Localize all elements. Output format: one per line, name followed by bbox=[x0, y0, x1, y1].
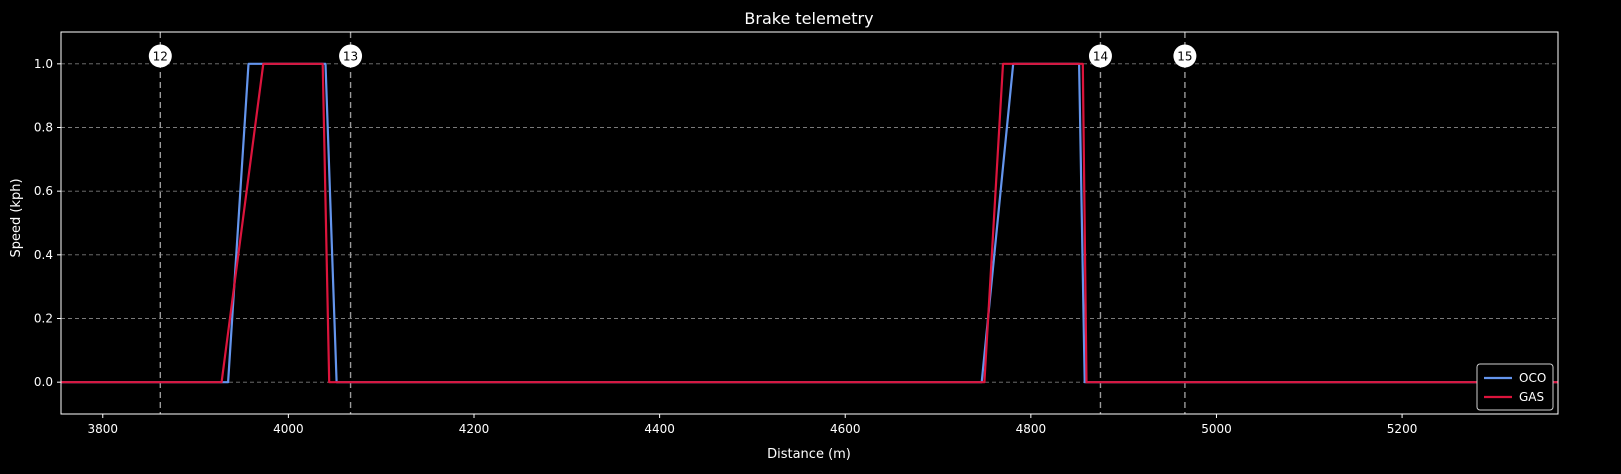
marker-labels-layer: 12 13 14 15 bbox=[148, 44, 1197, 68]
x-tick-label: 4800 bbox=[1016, 422, 1047, 436]
x-tick-label: 4600 bbox=[830, 422, 861, 436]
legend-box bbox=[1476, 363, 1554, 411]
y-tick-label: 0.2 bbox=[34, 312, 53, 326]
legend: OCO GAS bbox=[1476, 363, 1554, 411]
y-tick-label: 0.8 bbox=[34, 121, 53, 135]
x-axis-label: Distance (m) bbox=[767, 447, 851, 462]
series-line-gas bbox=[61, 62, 1558, 384]
x-tick-label: 4200 bbox=[459, 422, 490, 436]
x-tick-label: 5200 bbox=[1387, 422, 1418, 436]
y-axis-label: Speed (kph) bbox=[9, 178, 24, 257]
marker-lines-layer bbox=[159, 32, 1186, 414]
marker-label: 14 bbox=[1093, 50, 1108, 64]
marker-label-badge bbox=[339, 44, 363, 68]
legend-label: OCO bbox=[1519, 371, 1546, 385]
y-tick-label: 0.6 bbox=[34, 184, 53, 198]
series-layer bbox=[61, 62, 1558, 384]
y-tick-label: 1.0 bbox=[34, 57, 53, 71]
chart-title: Brake telemetry bbox=[744, 9, 873, 28]
marker-label-badge bbox=[1088, 44, 1112, 68]
x-tick-label: 3800 bbox=[87, 422, 118, 436]
axis-layer: 0.0 0.2 0.4 0.6 0.8 1.0 3800 4000 4200 4400 4600 48… bbox=[34, 31, 1559, 436]
x-tick-label: 4400 bbox=[644, 422, 675, 436]
marker-label-badge bbox=[148, 44, 172, 68]
plot-frame bbox=[60, 31, 1559, 415]
y-tick-label: 0.0 bbox=[34, 375, 53, 389]
y-tick-label: 0.4 bbox=[34, 248, 53, 262]
marker-label: 15 bbox=[1177, 50, 1192, 64]
marker-label: 13 bbox=[343, 50, 358, 64]
x-tick-label: 4000 bbox=[273, 422, 304, 436]
x-tick-label: 5000 bbox=[1201, 422, 1232, 436]
legend-label: GAS bbox=[1519, 390, 1544, 404]
marker-label: 12 bbox=[153, 50, 168, 64]
marker-label-badge bbox=[1173, 44, 1197, 68]
